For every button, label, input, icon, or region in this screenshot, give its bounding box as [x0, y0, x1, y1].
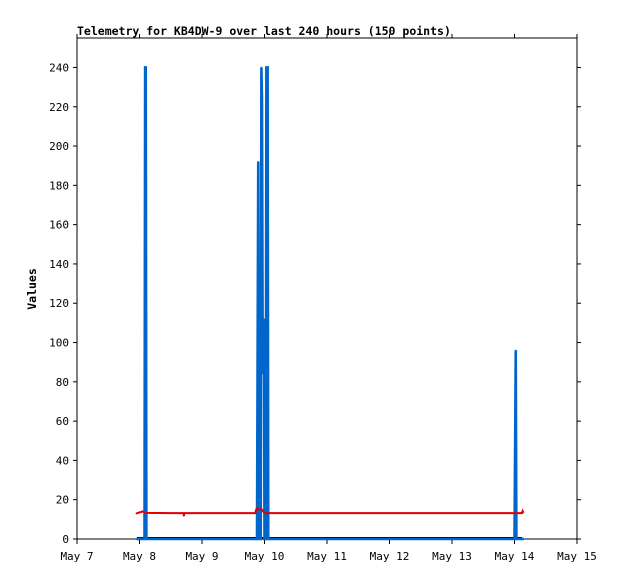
series-1-point-1: [143, 538, 146, 540]
y-tick-label-0: 0: [62, 533, 69, 546]
series-1-point-13: [262, 373, 265, 375]
x-tick-label-4: May 11: [307, 550, 347, 563]
x-tick-label-3: May 10: [245, 550, 285, 563]
series-1-point-9: [259, 538, 262, 540]
plot-area: [76, 37, 578, 540]
series-1-point-18: [266, 66, 269, 69]
series-1: [135, 66, 525, 541]
series-1-point-17: [265, 66, 268, 69]
y-axis-label: Values: [25, 268, 39, 310]
y-tick-label-5: 100: [49, 337, 69, 350]
series-2-point-12: [263, 512, 266, 514]
y-tick-label-9: 180: [49, 179, 69, 192]
y-tick-label-1: 20: [56, 494, 69, 507]
y-tick-label-7: 140: [49, 258, 69, 271]
series-2-line: [136, 508, 525, 517]
x-tick-label-6: May 13: [432, 550, 472, 563]
series-1-point-20: [513, 538, 516, 540]
chart-title: Telemetry for KB4DW-9 over last 240 hour…: [77, 24, 451, 38]
series-1-point-4: [145, 538, 148, 540]
series-2: [135, 508, 525, 517]
series-2-point-3: [144, 512, 147, 514]
y-tick-label-11: 220: [49, 101, 69, 114]
y-tick-label-4: 80: [56, 376, 69, 389]
series-1-point-22: [514, 349, 517, 352]
series-1-point-5: [256, 538, 258, 540]
x-tick-label-2: May 9: [185, 550, 218, 563]
series-2-point-7: [183, 512, 186, 514]
y-tick-label-8: 160: [49, 219, 69, 232]
series-1-point-24: [523, 538, 525, 540]
series-1-point-6: [257, 160, 260, 163]
x-tick-label-8: May 15: [557, 550, 597, 563]
series-2-point-9: [255, 508, 258, 510]
series-2-point-4: [169, 512, 172, 514]
series-2-point-2: [141, 510, 144, 513]
series-2-point-15: [521, 512, 523, 514]
y-tick-label-10: 200: [49, 140, 69, 153]
y-tick-label-6: 120: [49, 297, 69, 310]
x-tick-label-7: May 14: [495, 550, 535, 563]
series-1-line: [136, 66, 524, 541]
y-tick-label-12: 240: [49, 61, 69, 74]
series-2-point-6: [183, 515, 185, 517]
x-axis: May 7 May 8 May 9 May 10 May 11 May 12 May 13 M…: [60, 34, 597, 563]
series-1-point-7: [258, 412, 260, 415]
series-1-point-19: [267, 538, 270, 540]
series-2-point-16: [521, 510, 524, 512]
x-tick-label-1: May 8: [123, 550, 156, 563]
series-2-point-17: [522, 511, 525, 514]
series-2-point-14: [516, 512, 519, 514]
series-2-point-13: [513, 512, 516, 514]
series-2-point-5: [182, 512, 185, 514]
series-1-point-11: [261, 98, 263, 100]
series-1-point-23: [515, 538, 518, 540]
series-1-point-0: [135, 538, 138, 540]
series-layer: [135, 66, 525, 541]
series-2-point-10: [260, 508, 263, 510]
series-1-point-15: [263, 538, 266, 540]
x-tick-label-0: May 7: [60, 550, 93, 563]
series-2-point-1: [138, 511, 141, 514]
series-2-point-11: [261, 509, 264, 512]
series-2-point-0: [135, 512, 138, 515]
series-1-point-21: [514, 443, 516, 446]
series-1-point-8: [258, 538, 260, 540]
series-1-point-12: [261, 333, 264, 336]
series-1-point-16: [264, 538, 267, 540]
y-tick-label-2: 40: [56, 454, 69, 467]
series-1-point-10: [260, 66, 263, 69]
y-axis: 0 20 40 60 80 100 120 140 160 180 200 220 240: [49, 61, 581, 546]
series-2-point-8: [254, 512, 256, 514]
series-1-point-14: [263, 318, 265, 320]
y-tick-label-3: 60: [56, 415, 69, 428]
x-tick-label-5: May 12: [370, 550, 410, 563]
series-1-point-3: [144, 66, 147, 69]
